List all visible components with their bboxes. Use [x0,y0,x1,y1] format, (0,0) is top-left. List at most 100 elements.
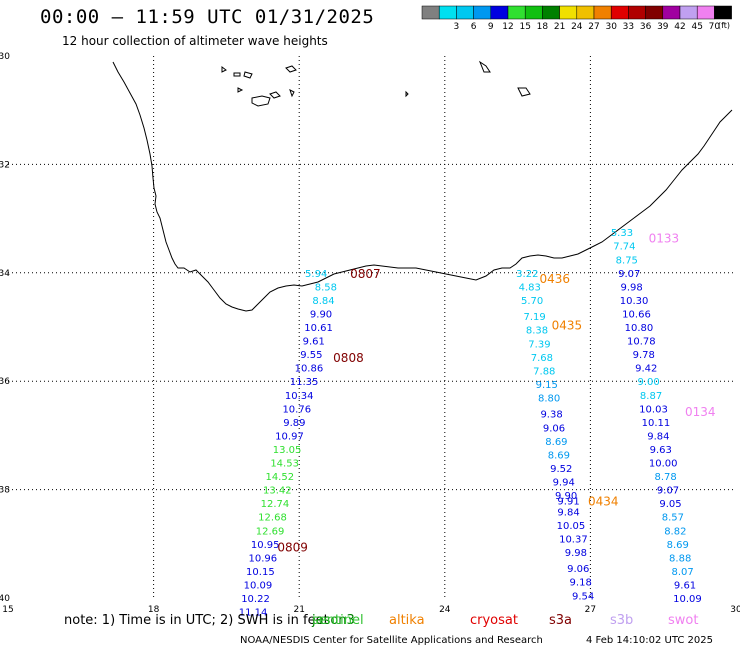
wave-height-value: 10.96 [248,553,277,564]
wave-height-value: 12.74 [261,499,290,510]
wave-height-value: 7.19 [523,312,545,323]
legend-label: 18 [537,22,549,32]
pass-time-label: 0435 [552,318,583,332]
legend-swatch [524,5,543,20]
wave-height-value: 10.37 [559,534,588,545]
lon-tick-label: 18 [148,605,160,615]
coastline [112,61,733,312]
wave-height-value: 14.52 [265,472,294,483]
legend-swatch [696,5,715,20]
satellite-legend-item: swot [668,613,699,628]
legend-swatch [593,5,612,20]
wave-height-value: 9.61 [303,337,325,348]
map-title: 00:00 – 11:59 UTC 01/31/2025 [40,6,375,28]
wave-height-value: 9.05 [659,499,681,510]
legend-swatch [679,5,698,20]
wave-height-value: 10.61 [304,323,333,334]
wave-height-value: 10.00 [649,459,678,470]
wave-height-value: 13.05 [273,445,302,456]
wave-height-value: 8.80 [538,393,560,404]
pass-time-label: 0134 [685,405,716,419]
legend-swatch [456,5,474,20]
wave-height-value: 9.84 [647,431,669,442]
wave-height-value: 10.95 [251,540,280,551]
lon-tick-label: 30 [730,605,740,615]
satellite-legend-item: jason3 [312,613,355,628]
wave-height-value: 9.63 [650,445,672,456]
map-subtitle: 12 hour collection of altimeter wave hei… [62,34,328,48]
wave-height-value: 7.39 [528,339,550,350]
wave-height-value: 9.06 [567,564,589,575]
wave-height-value: 8.75 [616,255,638,266]
legend-label: 24 [571,22,583,32]
legend-label: 12 [502,22,513,32]
legend-label: 3 [454,22,460,32]
wave-height-value: 4.83 [519,282,541,293]
wave-height-value: 9.90 [310,309,332,320]
wave-height-value: 9.78 [633,350,655,361]
legend-label: 45 [691,22,702,32]
wave-height-value: 10.80 [625,323,654,334]
wave-height-value: 5.94 [305,269,327,280]
wave-height-value: 9.90 [555,491,577,502]
wave-height-value: 9.52 [550,464,572,475]
satellite-legend-item: s3a [549,613,573,628]
legend-label: 21 [554,22,565,32]
wave-height-value: 10.86 [295,364,324,375]
island-outlines [221,60,531,107]
wave-height-value: 9.00 [638,377,660,388]
lat-tick-label: -36 [0,377,10,387]
legend-swatch [507,5,526,20]
legend-swatch [438,5,457,20]
wave-height-value: 9.38 [540,410,562,421]
wave-height-value: 11.14 [239,608,268,619]
legend-label: 6 [471,22,477,32]
wave-height-value: 10.15 [246,567,275,578]
wave-height-value: 11.35 [290,377,319,388]
wave-height-value: 9.54 [572,591,594,602]
wave-height-value: 8.38 [526,326,548,337]
satellite-legend-item: sentinel [312,613,364,628]
legend-label: 15 [519,22,530,32]
wave-height-value: 8.87 [640,391,662,402]
pass-time-label: 0434 [588,494,619,508]
wave-height-value: 10.09 [673,594,702,605]
legend-swatch [662,5,681,20]
wave-height-value: 12.68 [258,513,287,524]
footer-credit: NOAA/NESDIS Center for Satellite Applica… [240,635,543,646]
wave-height-value: 10.22 [241,594,270,605]
pass-time-label: 0809 [277,541,308,555]
legend-label: 9 [488,22,494,32]
legend-label: 27 [588,22,599,32]
wave-height-value: 5.33 [611,228,633,239]
wave-height-value: 9.98 [621,282,643,293]
wave-height-value: 14.53 [270,459,299,470]
lon-tick-label: 24 [439,605,451,615]
wave-height-value: 8.69 [548,450,570,461]
wave-height-value: 9.15 [536,380,558,391]
legend-swatch [610,5,629,20]
legend-unit: (ft) [718,21,731,30]
wave-height-value: 10.66 [622,309,651,320]
pass-time-label: 0436 [539,272,570,286]
wave-height-value: 7.88 [533,366,555,377]
graticule [8,56,736,598]
lat-tick-label: -40 [0,594,10,604]
lat-tick-label: -34 [0,269,10,279]
legend-swatch [473,5,492,20]
satellite-pass-times: 0807 0808 0809 0436 0435 0434 0133 0134 [277,232,715,555]
legend-swatch [490,5,509,20]
wave-height-value: 8.82 [664,526,686,537]
wave-height-value: 9.55 [300,350,322,361]
wave-height-value: 9.84 [557,507,579,518]
wave-height-value: 9.89 [283,418,305,429]
satellite-legend-item: altika [389,613,425,628]
wave-height-value: 12.69 [256,526,285,537]
wave-height-value: 8.07 [671,567,693,578]
wave-height-value: 9.07 [618,269,640,280]
wave-height-value: 10.03 [639,404,668,415]
satellite-legend-item: s3b [610,613,634,628]
legend-swatch [559,5,578,20]
legend-label: 70 [709,22,721,32]
pass-time-label: 0808 [333,351,364,365]
